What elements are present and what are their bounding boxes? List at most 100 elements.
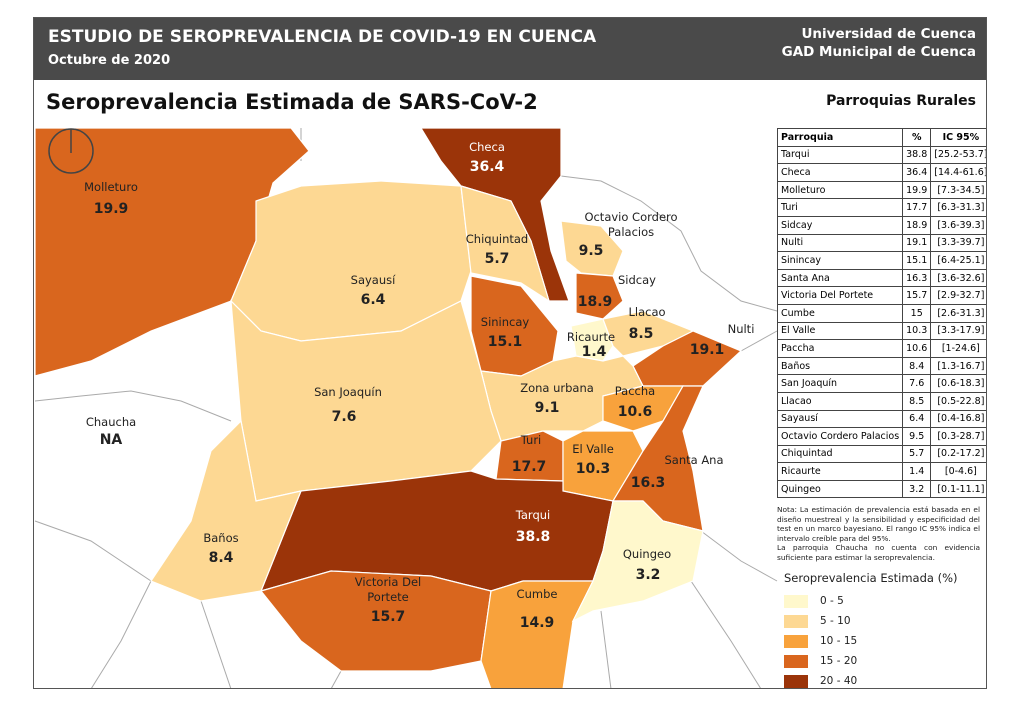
- table-cell: Chiquintad: [776, 444, 904, 464]
- region-value: 19.1: [690, 342, 725, 358]
- table-row: El Valle 10.3 [3.3-17.9]: [776, 321, 986, 341]
- table-cell: Checa: [776, 163, 904, 182]
- region-value: 8.5: [629, 326, 654, 342]
- table-row: Quingeo 3.2 [0.1-11.1]: [776, 479, 986, 499]
- region-value: 14.9: [520, 615, 555, 631]
- region-name: Nulti: [728, 322, 755, 336]
- table-cell: Sayausí: [776, 409, 904, 429]
- table-cell: 1.4: [902, 462, 932, 481]
- table-cell: 3.2: [902, 479, 932, 499]
- table-cell: [0.5-22.8]: [930, 391, 986, 411]
- region-value: NA: [100, 432, 123, 448]
- table-cell: [2.9-32.7]: [930, 286, 986, 305]
- region: [575, 272, 624, 320]
- region-value: 6.4: [361, 292, 386, 308]
- region-value: 8.4: [209, 550, 234, 566]
- region-value: 5.7: [485, 251, 510, 267]
- table-cell: Sidcay: [776, 215, 904, 235]
- region: [259, 470, 614, 592]
- header-date: Octubre de 2020: [48, 53, 171, 68]
- table-cell: [0.3-28.7]: [930, 427, 986, 446]
- table-cell: Cumbe: [776, 303, 904, 323]
- table-cell: 19.1: [902, 233, 932, 253]
- region-value: 16.3: [631, 475, 666, 491]
- table-cell: Llacao: [776, 391, 904, 411]
- table-cell: 38.8: [902, 145, 932, 165]
- note-text: Nota: La estimación de prevalencia está …: [777, 505, 980, 543]
- legend-item: 20 - 40: [784, 671, 980, 688]
- region: [460, 185, 551, 303]
- table-cell: [0-4.6]: [930, 462, 986, 481]
- region-value: 15.7: [371, 609, 406, 625]
- region-name: Palacios: [608, 225, 654, 239]
- table-cell: 36.4: [902, 163, 932, 182]
- legend-item: 10 - 15: [784, 631, 980, 651]
- region-name: Llacao: [628, 305, 665, 319]
- legend-swatch: [784, 654, 808, 668]
- region-name: Chaucha: [86, 415, 136, 429]
- legend-swatch: [784, 594, 808, 608]
- table-cell: [3.3-39.7]: [930, 233, 986, 253]
- table-cell: 8.4: [902, 356, 932, 376]
- table-cell: Santa Ana: [776, 268, 904, 288]
- region: [570, 318, 614, 362]
- table-row: Turi 17.7 [6.3-31.3]: [776, 198, 986, 217]
- table-cell: 6.4: [902, 409, 932, 429]
- table-cell: [7.3-34.5]: [930, 180, 986, 200]
- table-header-cell: Parroquia: [776, 128, 904, 147]
- table-cell: [3.6-39.3]: [930, 215, 986, 235]
- region-name: Sinincay: [481, 315, 530, 329]
- table-cell: 19.9: [902, 180, 932, 200]
- region: [150, 419, 302, 602]
- table-row: Nulti 19.1 [3.3-39.7]: [776, 233, 986, 253]
- region: [571, 500, 704, 623]
- table-cell: [1.3-16.7]: [930, 356, 986, 376]
- table-cell: 15.7: [902, 286, 932, 305]
- header-title: ESTUDIO DE SEROPREVALENCIA DE COVID-19 E…: [48, 27, 597, 47]
- table-row: Tarqui 38.8 [25.2-53.7]: [776, 145, 986, 165]
- region-name: Tarqui: [515, 508, 550, 522]
- table-cell: Tarqui: [776, 145, 904, 165]
- table-cell: 10.3: [902, 321, 932, 341]
- table-header-row: Parroquia% IC 95%: [776, 128, 986, 147]
- table-row: Molleturo 19.9 [7.3-34.5]: [776, 180, 986, 200]
- table-row: Llacao 8.5 [0.5-22.8]: [776, 391, 986, 411]
- table-row: Cumbe 15 [2.6-31.3]: [776, 303, 986, 323]
- note-text: La parroquia Chaucha no cuenta con evide…: [777, 543, 980, 562]
- table-cell: Turi: [776, 198, 904, 217]
- table-cell: [0.6-18.3]: [930, 374, 986, 393]
- region-name: Octavio Cordero: [584, 210, 677, 224]
- header: ESTUDIO DE SEROPREVALENCIA DE COVID-19 E…: [34, 18, 986, 80]
- legend-swatch: [784, 634, 808, 648]
- table-header-cell: IC 95%: [930, 128, 986, 147]
- region-value: 19.9: [94, 201, 129, 217]
- table-cell: 17.7: [902, 198, 932, 217]
- table-cell: 10.6: [902, 339, 932, 358]
- labels: Molleturo 19.9 Chaucha NA Sayausí 6.4 Checa 36.…: [84, 140, 754, 631]
- region-value: 15.1: [488, 334, 523, 350]
- region-name: San Joaquín: [314, 385, 382, 399]
- table-row: Sayausí 6.4 [0.4-16.8]: [776, 409, 986, 429]
- region-name: Turi: [520, 433, 542, 447]
- table-row: Paccha 10.6 [1-24.6]: [776, 339, 986, 358]
- map-title: Seroprevalencia Estimada de SARS-CoV-2: [46, 90, 538, 114]
- region-value: 10.6: [618, 404, 653, 420]
- region-value: 3.2: [636, 567, 661, 583]
- table-cell: [0.1-11.1]: [930, 479, 986, 499]
- table-cell: [3.6-32.6]: [930, 268, 986, 288]
- table-cell: Paccha: [776, 339, 904, 358]
- table-header-cell: %: [902, 128, 932, 147]
- note: Nota: La estimación de prevalencia está …: [777, 505, 980, 562]
- legend-swatch: [784, 674, 808, 688]
- legend-swatch: [784, 614, 808, 628]
- table-cell: Quingeo: [776, 479, 904, 499]
- legend-label: 20 - 40: [820, 675, 858, 687]
- region-value: 36.4: [470, 159, 505, 175]
- legend-label: 5 - 10: [820, 615, 851, 627]
- region-name: Portete: [367, 590, 408, 604]
- region-name: Baños: [203, 531, 238, 545]
- region-name: Victoria Del: [355, 575, 421, 589]
- region-value: 18.9: [578, 294, 613, 310]
- region-value: 9.1: [535, 400, 560, 416]
